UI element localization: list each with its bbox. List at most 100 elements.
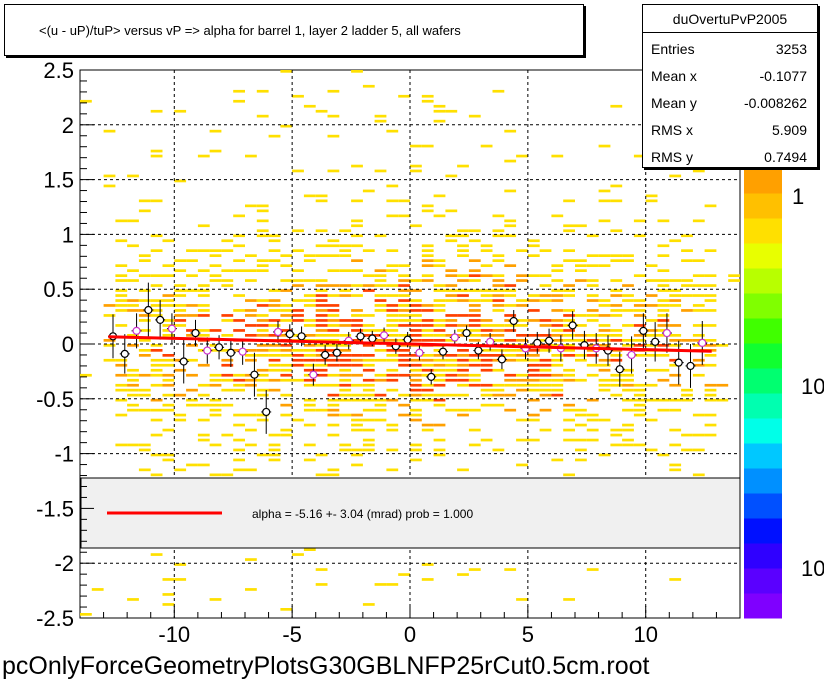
heatmap-cell — [622, 344, 634, 347]
heatmap-cell — [374, 294, 387, 297]
heatmap-cell — [598, 314, 611, 317]
heatmap-cell — [374, 339, 387, 342]
heatmap-cell — [492, 448, 505, 452]
heatmap-cell — [539, 324, 552, 327]
heatmap-cell — [233, 448, 245, 452]
heatmap-cell — [704, 354, 717, 357]
heatmap-cell — [516, 249, 528, 252]
heatmap-cell — [716, 398, 729, 402]
heatmap-cell — [433, 109, 446, 113]
heatmap-cell — [209, 254, 222, 257]
heatmap-cell — [233, 309, 245, 312]
heatmap-cell — [386, 339, 399, 342]
heatmap-cell — [150, 284, 163, 287]
heatmap-cell — [115, 294, 128, 297]
heatmap-cell — [468, 443, 481, 447]
heatmap-cell — [351, 398, 363, 402]
x-tick-label: 0 — [404, 622, 416, 647]
heatmap-cell — [398, 289, 410, 292]
heatmap-cell — [421, 428, 434, 432]
heatmap-cell — [268, 378, 281, 382]
profile-marker — [191, 328, 200, 338]
heatmap-cell — [315, 309, 328, 312]
heatmap-cell — [633, 314, 646, 317]
heatmap-cell — [421, 144, 434, 148]
heatmap-cell — [233, 329, 245, 332]
heatmap-cell — [563, 344, 575, 347]
heatmap-cell — [622, 388, 634, 392]
heatmap-cell — [209, 413, 222, 417]
heatmap-cell — [539, 363, 552, 367]
heatmap-cell — [457, 279, 469, 282]
heatmap-cell — [197, 363, 210, 367]
fit-legend-text: alpha = -5.16 +- 3.04 (mrad) prob = 1.00… — [252, 507, 473, 521]
stat-row-mean-y: Mean y -0.008262 — [651, 91, 809, 117]
heatmap-cell — [681, 259, 693, 262]
heatmap-cell — [138, 373, 151, 377]
heatmap-cell — [80, 613, 92, 616]
heatmap-cell — [504, 314, 517, 317]
heatmap-cell — [327, 89, 340, 93]
heatmap-cell — [339, 368, 352, 372]
heatmap-cell — [339, 354, 352, 357]
heatmap-cell — [351, 309, 363, 312]
heatmap-cell — [610, 383, 623, 387]
heatmap-cell — [610, 199, 623, 203]
heatmap-cell — [669, 408, 682, 412]
heatmap-cell — [598, 199, 611, 203]
heatmap-cell — [492, 309, 505, 312]
heatmap-cell — [103, 344, 116, 347]
heatmap-cell — [209, 378, 222, 382]
heatmap-cell — [622, 368, 634, 372]
heatmap-cell — [421, 368, 434, 372]
heatmap-cell — [351, 284, 363, 287]
heatmap-cell — [445, 319, 458, 322]
heatmap-cell — [186, 388, 198, 392]
heatmap-cell — [280, 314, 293, 317]
x-tick-label: -5 — [282, 622, 302, 647]
heatmap-cell — [327, 304, 340, 307]
profile-marker — [262, 407, 271, 417]
heatmap-cell — [162, 378, 175, 382]
heatmap-cell — [598, 219, 611, 223]
heatmap-cell — [280, 279, 293, 282]
heatmap-cell — [386, 373, 399, 377]
heatmap-cell — [598, 339, 611, 342]
heatmap-cell — [645, 319, 658, 322]
heatmap-cell — [433, 194, 446, 198]
heatmap-cell — [433, 334, 446, 337]
heatmap-cell — [150, 149, 163, 153]
profile-marker — [497, 355, 507, 364]
heatmap-cell — [704, 393, 717, 397]
heatmap-cell — [374, 349, 387, 352]
heatmap-cell — [303, 354, 316, 357]
heatmap-cell — [398, 403, 410, 407]
heatmap-cell — [598, 418, 611, 422]
heatmap-cell — [374, 309, 387, 312]
heatmap-cell — [645, 279, 658, 282]
color-scale-label: 10 — [801, 556, 824, 581]
heatmap-cell — [527, 413, 540, 417]
heatmap-cell — [445, 294, 458, 297]
heatmap-cell — [410, 458, 422, 462]
heatmap-cell — [410, 383, 422, 387]
heatmap-cell — [221, 334, 234, 337]
heatmap-cell — [433, 368, 446, 372]
heatmap-cell — [563, 289, 575, 292]
heatmap-cell — [138, 349, 151, 352]
heatmap-cell — [233, 373, 245, 377]
heatmap-cell — [303, 408, 316, 412]
heatmap-cell — [516, 373, 528, 377]
heatmap-cell — [610, 229, 623, 233]
heatmap-cell — [315, 373, 328, 377]
heatmap-cell — [115, 363, 128, 367]
heatmap-cell — [504, 289, 517, 292]
heatmap-cell — [480, 249, 493, 252]
heatmap-cell — [327, 413, 340, 417]
heatmap-cell — [504, 304, 517, 307]
heatmap-cell — [386, 184, 399, 188]
heatmap-cell — [669, 443, 682, 447]
heatmap-cell — [327, 398, 340, 402]
heatmap-cell — [362, 344, 375, 347]
heatmap-cell — [303, 383, 316, 387]
